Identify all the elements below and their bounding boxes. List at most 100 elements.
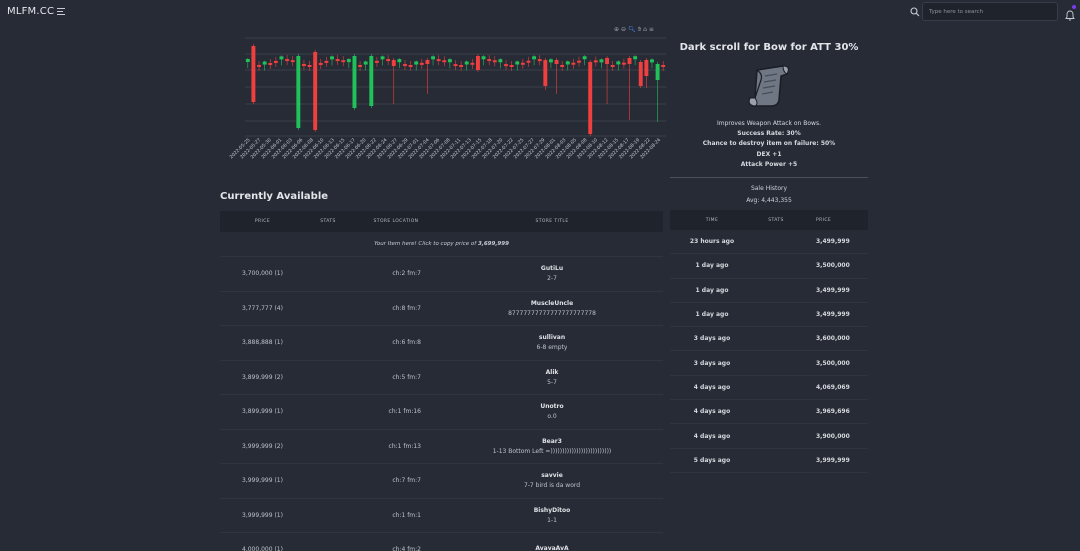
menu-icon[interactable]: ≡ bbox=[648, 26, 654, 33]
listing-seller[interactable]: Alik bbox=[545, 368, 559, 376]
candle-body bbox=[509, 64, 514, 67]
sale-price: 3,499,999 bbox=[816, 311, 850, 319]
candle-body bbox=[605, 58, 610, 64]
listing-seller[interactable]: AvavaAvA bbox=[535, 544, 569, 551]
chart-toolbar: ⊕ ⊖ 🔍︎ ✋︎ ⌂ ≡ bbox=[614, 26, 654, 34]
candle-body bbox=[537, 59, 542, 62]
listing-row[interactable]: 3,700,000 (1) ch:2 fm:7 GutiLu 2-7 bbox=[220, 257, 663, 292]
price-candlestick-chart[interactable]: 2022-05-252022-05-272022-05-302022-06-01… bbox=[220, 24, 668, 184]
listing-store-title: 6-8 empty bbox=[536, 344, 568, 352]
candle-body bbox=[268, 63, 273, 66]
menu-toggle-icon[interactable] bbox=[57, 8, 65, 15]
candle-body bbox=[548, 59, 553, 63]
col-time[interactable]: TIME bbox=[705, 217, 719, 223]
listing-store-title: 1-13 Bottom Left =))))))))))))))))))))))… bbox=[492, 447, 612, 455]
candle-body bbox=[301, 63, 306, 66]
zoom-out-icon[interactable]: ⊖ bbox=[621, 26, 627, 33]
candle-body bbox=[257, 64, 261, 67]
listing-seller[interactable]: Unotro bbox=[540, 403, 564, 411]
copy-price-note[interactable]: Your Item here! Click to copy price of 3… bbox=[220, 232, 663, 257]
listing-seller[interactable]: sullivan bbox=[538, 334, 566, 342]
sale-time: 4 days ago bbox=[693, 432, 731, 440]
listing-row[interactable]: 4,000,000 (1) ch:4 fm:2 AvavaAvA bbox=[220, 533, 663, 551]
listing-row[interactable]: 3,999,999 (1) ch:7 fm:7 savvie 7-7 bird is … bbox=[220, 464, 663, 499]
listing-row[interactable]: 3,999,999 (1) ch:1 fm:1 BishyDitoo 1-1 bbox=[220, 499, 663, 533]
candle-body bbox=[397, 59, 402, 63]
search-input[interactable]: Type here to search bbox=[922, 2, 1058, 21]
listing-store-title: 2-7 bbox=[547, 275, 557, 283]
sale-price: 3,499,999 bbox=[816, 286, 850, 294]
home-icon[interactable]: ⌂ bbox=[643, 26, 647, 33]
listing-price: 3,888,888 (1) bbox=[242, 339, 283, 347]
col-store-location[interactable]: STORE LOCATION bbox=[373, 219, 419, 224]
listing-location: ch:7 fm:7 bbox=[392, 477, 421, 485]
candle-body bbox=[577, 60, 581, 63]
candle-body bbox=[330, 56, 334, 60]
listing-row[interactable]: 3,899,999 (2) ch:5 fm:7 Alik 5-7 bbox=[220, 361, 663, 395]
col-store-title[interactable]: STORE TITLE bbox=[535, 219, 569, 224]
sale-history-row: 3 days ago 3,600,000 bbox=[670, 327, 868, 352]
listing-row[interactable]: 3,899,999 (1) ch:1 fm:16 Unotro o.0 bbox=[220, 395, 663, 430]
col-stats[interactable]: STATS bbox=[768, 217, 784, 223]
candle-body bbox=[386, 59, 391, 62]
notification-dot bbox=[1072, 5, 1076, 9]
candle-body bbox=[492, 60, 497, 63]
sale-time: 3 days ago bbox=[693, 335, 731, 343]
candle-body bbox=[543, 60, 548, 86]
candle-body bbox=[610, 64, 615, 67]
sale-history-row: 23 hours ago 3,499,999 bbox=[670, 230, 868, 255]
candle-body bbox=[391, 60, 396, 66]
listing-store: Unotro o.0 bbox=[441, 403, 663, 420]
candle-body bbox=[481, 56, 486, 60]
candle-body bbox=[346, 59, 351, 63]
listing-seller[interactable]: MuscleUncle bbox=[530, 299, 574, 307]
listing-location: ch:5 fm:7 bbox=[392, 373, 421, 381]
listing-price: 3,777,777 (4) bbox=[242, 304, 283, 312]
candle-body bbox=[290, 60, 295, 63]
listing-store: MuscleUncle 87777777777777777777778 bbox=[441, 300, 663, 317]
zoom-in-icon[interactable]: ⊕ bbox=[614, 26, 620, 33]
sale-history-row: 4 days ago 3,969,696 bbox=[670, 400, 868, 425]
sale-price: 3,900,000 bbox=[816, 432, 850, 440]
col-stats[interactable]: STATS bbox=[320, 219, 336, 224]
col-price[interactable]: PRICE bbox=[254, 219, 271, 224]
magnify-icon[interactable]: 🔍︎ bbox=[628, 26, 636, 33]
sale-time: 3 days ago bbox=[693, 359, 731, 367]
candle-body bbox=[627, 58, 632, 64]
dark-scroll-icon bbox=[748, 65, 789, 107]
brand-logo[interactable]: MLFM.CC bbox=[7, 6, 55, 17]
sale-price: 3,499,999 bbox=[816, 238, 850, 246]
listing-price: 3,700,000 (1) bbox=[242, 270, 283, 278]
listing-price: 3,999,999 (2) bbox=[242, 442, 283, 450]
sale-price: 3,600,000 bbox=[816, 335, 850, 343]
candle-body bbox=[273, 60, 278, 63]
candle-body bbox=[475, 56, 480, 70]
candle-body bbox=[358, 64, 363, 67]
candle-body bbox=[571, 62, 576, 65]
listing-location: ch:6 fm:8 bbox=[392, 339, 421, 347]
listing-seller[interactable]: Bear3 bbox=[542, 437, 562, 445]
col-price[interactable]: PRICE bbox=[816, 217, 832, 223]
candle-body bbox=[245, 59, 250, 62]
sale-price: 3,500,000 bbox=[816, 359, 850, 367]
listing-seller[interactable]: savvie bbox=[541, 472, 563, 480]
search-icon[interactable] bbox=[910, 7, 920, 17]
candle-body bbox=[363, 61, 368, 65]
listing-row[interactable]: 3,888,888 (1) ch:6 fm:8 sullivan 6-8 empty bbox=[220, 326, 663, 361]
notification-bell-icon[interactable] bbox=[1065, 5, 1076, 21]
top-bar: MLFM.CC Type here to search bbox=[0, 0, 1080, 24]
candle-body bbox=[341, 60, 346, 63]
pan-icon[interactable]: ✋︎ bbox=[637, 26, 642, 33]
listing-seller[interactable]: BishyDitoo bbox=[533, 506, 571, 514]
candle-body bbox=[307, 64, 312, 67]
listing-row[interactable]: 3,999,999 (2) ch:1 fm:13 Bear3 1-13 Bottom … bbox=[220, 430, 663, 464]
listing-row[interactable]: 3,777,777 (4) ch:8 fm:7 MuscleUncle 8777777… bbox=[220, 292, 663, 326]
listing-store: savvie 7-7 bird is da word bbox=[441, 472, 663, 489]
sale-history-row: 4 days ago 4,069,069 bbox=[670, 376, 868, 401]
candle-body bbox=[431, 56, 436, 60]
listing-seller[interactable]: GutiLu bbox=[540, 265, 564, 273]
listing-store-title: 5-7 bbox=[547, 378, 557, 386]
candle-body bbox=[419, 62, 424, 65]
candle-body bbox=[644, 60, 649, 76]
candle-body bbox=[661, 64, 666, 67]
